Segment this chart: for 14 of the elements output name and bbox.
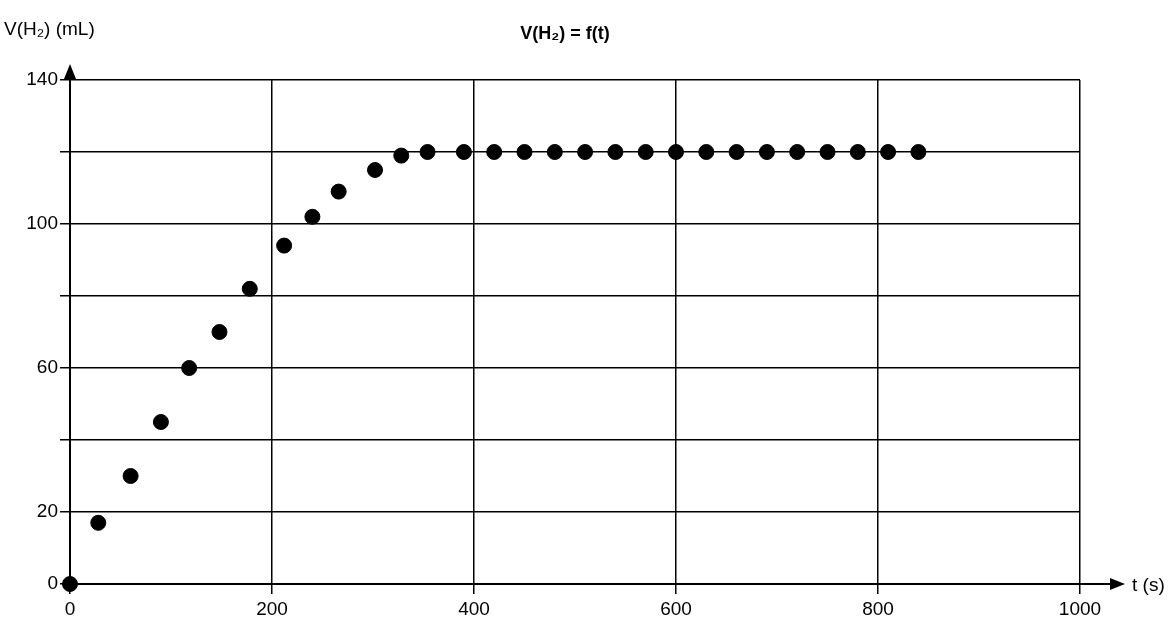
y-tick-label: 100 (26, 212, 58, 234)
y-tick-label: 140 (26, 68, 58, 90)
y-tick-label: 0 (47, 572, 58, 594)
y-tick-label: 20 (36, 500, 58, 522)
x-tick-label: 400 (458, 597, 490, 619)
x-tick-label: 600 (660, 597, 692, 619)
x-tick-label: 0 (64, 597, 76, 619)
x-axis-title: t (s) (1132, 574, 1165, 596)
x-tick-label: 200 (256, 597, 288, 619)
y-tick-label: 60 (36, 356, 58, 378)
x-tick-label: 1000 (1058, 597, 1102, 619)
y-axis-title: V(H₂) (mL) (4, 18, 95, 40)
chart-title: V(H₂) = f(t) (520, 22, 610, 43)
x-tick-label: 800 (862, 597, 894, 619)
